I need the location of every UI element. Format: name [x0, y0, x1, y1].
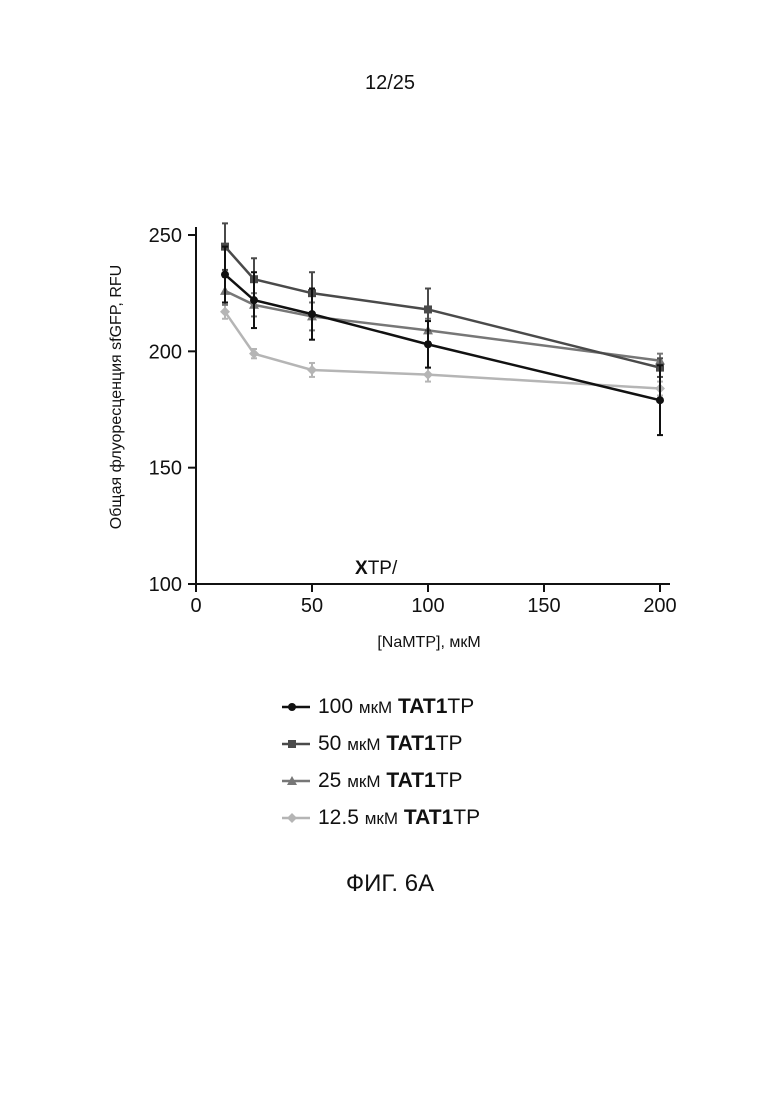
figure-caption: ФИГ. 6А	[0, 870, 780, 898]
axes-layer: 100 150 200 250 0 50 100 150 200	[149, 225, 677, 617]
legend-marker	[280, 774, 312, 788]
legend-label: 25 мкМ TAT1TP	[318, 769, 463, 793]
legend: 100 мкМ TAT1TP 50 мкМ TAT1TP 25 мкМ TAT1…	[280, 688, 480, 836]
legend-symbol	[288, 703, 296, 711]
legend-label: 100 мкМ TAT1TP	[318, 695, 474, 719]
line-chart: 100 150 200 250 0 50 100 150 200 Общая флуоресце…	[0, 0, 780, 680]
data-point	[656, 396, 664, 404]
data-point	[423, 370, 433, 380]
series-layer	[220, 223, 665, 435]
data-point	[424, 340, 432, 348]
legend-label: 12.5 мкМ TAT1TP	[318, 806, 480, 830]
data-point	[250, 296, 258, 304]
data-point	[308, 310, 316, 318]
legend-symbol	[287, 813, 297, 823]
legend-item: 100 мкМ TAT1TP	[280, 688, 480, 725]
x-axis-label: [NaMTP], мкМ	[377, 634, 480, 651]
data-point	[221, 271, 229, 279]
x-tick-label: 100	[411, 595, 444, 617]
x-tick-label: 200	[643, 595, 676, 617]
inset-label: XTP/	[355, 558, 398, 579]
series	[221, 223, 664, 377]
x-tick-label: 50	[301, 595, 323, 617]
series	[220, 277, 665, 368]
legend-symbol	[288, 740, 296, 748]
legend-label: 50 мкМ TAT1TP	[318, 732, 463, 756]
legend-marker	[280, 700, 312, 714]
legend-item: 50 мкМ TAT1TP	[280, 725, 480, 762]
series-line	[225, 275, 660, 401]
x-tick-label: 150	[527, 595, 560, 617]
y-tick-label: 200	[149, 341, 182, 363]
y-axis-label: Общая флуоресценция sfGFP, RFU	[108, 265, 125, 529]
legend-marker	[280, 811, 312, 825]
data-point	[424, 305, 432, 313]
legend-marker	[280, 737, 312, 751]
legend-item: 12.5 мкМ TAT1TP	[280, 799, 480, 836]
data-point	[307, 365, 317, 375]
legend-item: 25 мкМ TAT1TP	[280, 762, 480, 799]
series	[220, 305, 665, 396]
series-line	[225, 247, 660, 368]
y-tick-label: 100	[149, 574, 182, 596]
y-tick-label: 150	[149, 458, 182, 480]
x-tick-label: 0	[190, 595, 201, 617]
series	[221, 247, 664, 435]
y-tick-label: 250	[149, 225, 182, 247]
